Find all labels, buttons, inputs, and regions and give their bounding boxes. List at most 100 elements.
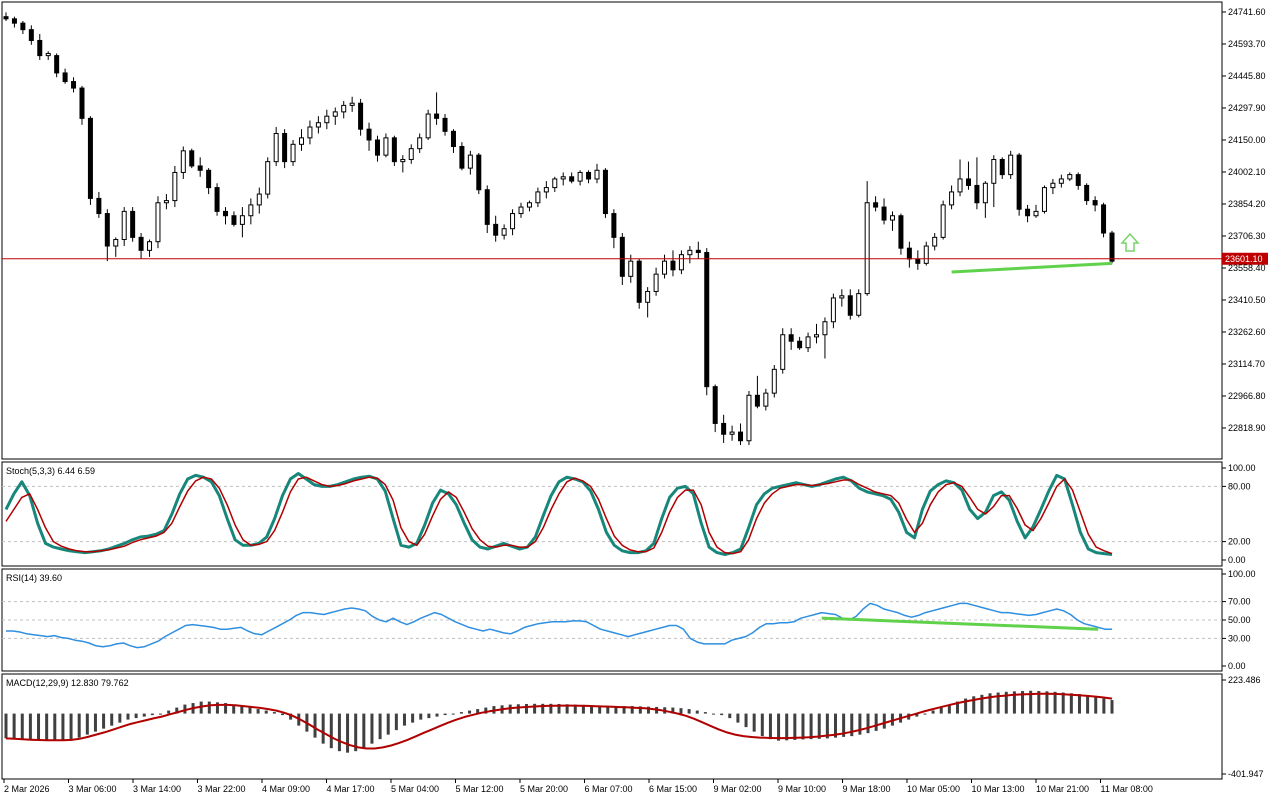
macd-hist-bar <box>85 713 89 735</box>
time-tick-label: 9 Mar 10:00 <box>778 784 826 794</box>
time-tick-label: 4 Mar 17:00 <box>327 784 375 794</box>
price-axis: 24741.60 24593.70 24445.80 24297.90 24150.00… <box>1222 7 1266 433</box>
candle-bull <box>307 126 313 139</box>
candle-bull <box>822 321 828 336</box>
current-price-badge <box>1222 252 1268 265</box>
level-tick-label: 70.00 <box>1228 597 1251 607</box>
macd-hist-bar <box>394 713 398 731</box>
macd-hist-bar <box>37 713 41 741</box>
macd-hist-bar <box>923 713 927 715</box>
macd-hist-bar <box>110 713 114 726</box>
macd-hist-bar <box>842 713 846 737</box>
candle-bear <box>96 197 102 215</box>
time-tick-label: 3 Mar 22:00 <box>198 784 246 794</box>
candle-bull <box>172 171 178 202</box>
macd-hist-bar <box>614 706 618 714</box>
macd-hist-bar <box>703 712 707 714</box>
level-tick-label: 100.00 <box>1228 463 1256 473</box>
macd-hist-bar <box>638 706 642 714</box>
macd-hist-bar <box>134 713 138 719</box>
candle-bull <box>298 137 304 145</box>
macd-hist-bar <box>1004 691 1008 714</box>
macd-hist-bar <box>516 704 520 714</box>
macd-tick-label: -401.947 <box>1228 769 1264 779</box>
macd-hist-bar <box>28 713 32 741</box>
macd-hist-bar <box>947 704 951 714</box>
time-tick-label: 9 Mar 02:00 <box>714 784 762 794</box>
macd-hist-bar <box>248 707 252 714</box>
candle-bear <box>602 169 608 215</box>
macd-hist-bar <box>215 702 219 714</box>
candle-bull <box>577 171 583 182</box>
candle-bear <box>873 202 879 208</box>
level-tick-label: 100.00 <box>1228 569 1256 579</box>
candle-bear <box>442 117 448 132</box>
macd-hist-bar <box>45 713 49 741</box>
candle-bear <box>611 213 617 238</box>
price-tick-label: 23558.40 <box>1228 263 1266 273</box>
macd-hist-bar <box>272 712 276 714</box>
price-tick-label: 24593.70 <box>1228 39 1266 49</box>
candle-bear <box>636 260 642 303</box>
level-tick-label: 80.00 <box>1228 481 1251 491</box>
macd-hist-bar <box>346 713 350 753</box>
macd-hist-bar <box>402 713 406 726</box>
candle-bull <box>982 182 988 204</box>
macd-hist-bar <box>1029 690 1033 714</box>
candle-bull <box>940 204 946 238</box>
time-tick-label: 9 Mar 18:00 <box>843 784 891 794</box>
candle-bear <box>1109 232 1115 262</box>
time-tick-label: 10 Mar 05:00 <box>907 784 960 794</box>
macd-hist-bar <box>370 713 374 744</box>
candle-bear <box>965 178 971 186</box>
level-tick-label: 0.00 <box>1228 555 1246 565</box>
macd-hist-bar <box>939 707 943 714</box>
candle-bull <box>121 210 127 241</box>
macd-hist-bar <box>679 708 683 714</box>
macd-hist-bar <box>744 713 748 728</box>
stoch-d-line <box>5 476 1113 555</box>
time-tick-label: 5 Mar 20:00 <box>520 784 568 794</box>
macd-hist-bar <box>337 713 341 752</box>
candle-bear <box>915 258 921 264</box>
candle-bear <box>214 187 220 212</box>
macd-hist-bar <box>459 712 463 714</box>
price-tick-label: 24150.00 <box>1228 135 1266 145</box>
stoch-panel-frame <box>1 461 1223 567</box>
candle-bear <box>37 39 43 57</box>
macd-hist-bar <box>427 713 431 719</box>
macd-hist-bar <box>1110 700 1114 714</box>
macd-hist-bar <box>598 705 602 714</box>
candle-bear <box>28 29 34 41</box>
rsi-title: RSI(14) 39.60 <box>6 573 62 583</box>
candle-bull <box>949 191 955 206</box>
candle-bear <box>1101 204 1107 234</box>
candle-bull <box>248 204 254 217</box>
candle-bear <box>721 422 727 435</box>
macd-hist-bar <box>768 713 772 740</box>
macd-hist-bar <box>809 713 813 740</box>
macd-hist-bar <box>167 710 171 714</box>
candle-bear <box>374 139 380 156</box>
candle-bull <box>239 215 245 225</box>
divergence-line-price <box>951 261 1113 274</box>
macd-hist-bar <box>240 706 244 714</box>
candle-bull <box>923 245 929 264</box>
price-tick-label: 23114.70 <box>1228 359 1265 369</box>
macd-hist-bar <box>435 713 439 717</box>
candle-bear <box>670 260 676 271</box>
candle-bear <box>138 236 144 251</box>
candle-bear <box>1075 174 1081 186</box>
main-overlay: 23601.10 <box>2 232 1268 274</box>
macd-hist-bar <box>1086 695 1090 714</box>
macd-hist-bar <box>720 713 724 716</box>
macd-hist-bar <box>1012 691 1016 714</box>
candle-bull <box>383 137 389 156</box>
candle-bear <box>695 249 701 254</box>
candle-bear <box>493 223 499 236</box>
macd-hist-bar <box>53 713 57 741</box>
candle-bull <box>957 178 963 193</box>
macd-hist-bar <box>728 713 732 719</box>
candle-bull <box>535 191 541 204</box>
candle-bear <box>3 16 9 20</box>
